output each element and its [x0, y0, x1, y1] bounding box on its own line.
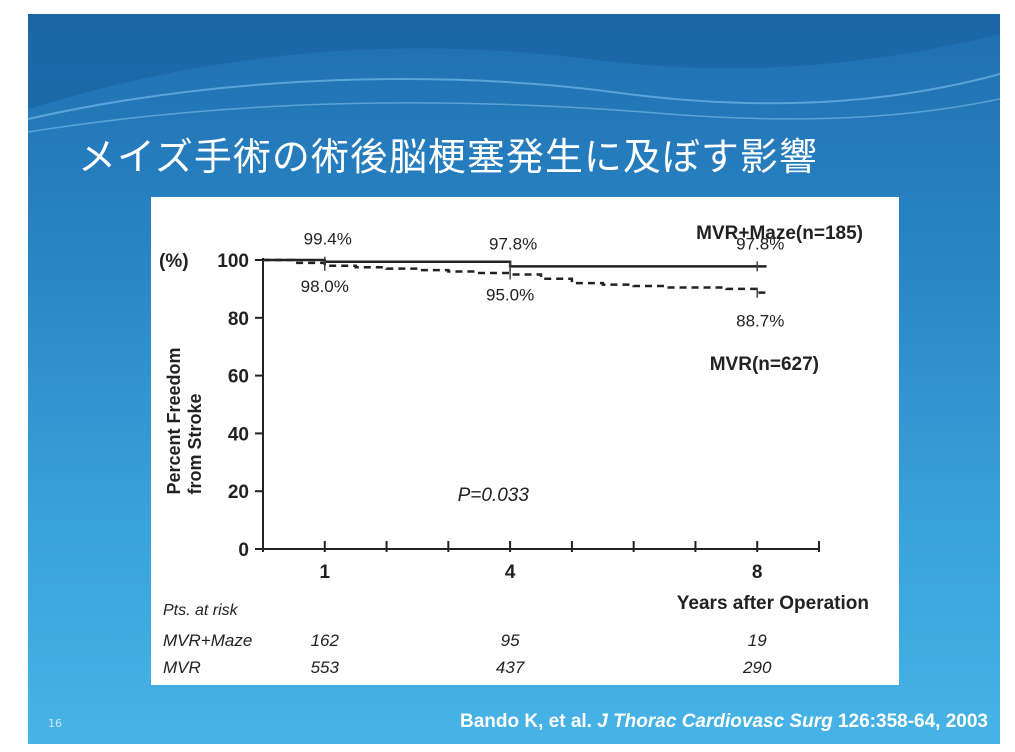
at-risk-row-label: MVR: [163, 658, 201, 677]
at-risk-value: 19: [748, 631, 767, 650]
y-tick-label: 40: [228, 424, 249, 445]
slide-number: 16: [48, 717, 62, 730]
legend-mvr: MVR(n=627): [710, 354, 819, 375]
y-tick-label: 100: [217, 251, 249, 272]
slide: メイズ手術の術後脳梗塞発生に及ぼす影響 0 20 40 60 80 100 (%) 1 4 8 Pe…: [28, 14, 1000, 744]
at-risk-value: 437: [496, 658, 525, 677]
data-label: 99.4%: [304, 230, 352, 249]
data-label: 88.7%: [736, 312, 784, 331]
at-risk-value: 290: [742, 658, 772, 677]
x-tick-label: 1: [319, 562, 330, 583]
at-risk-value: 162: [311, 631, 340, 650]
at-risk-value: 553: [311, 658, 340, 677]
chart-panel: 0 20 40 60 80 100 (%) 1 4 8 Percent Freedomfrom St…: [151, 197, 899, 685]
y-tick-label: 20: [228, 482, 249, 503]
y-axis-label-line: from Stroke: [185, 393, 205, 494]
data-label: 97.8%: [489, 234, 537, 253]
series-mvr-line: [263, 258, 767, 294]
y-unit-label: (%): [159, 251, 189, 272]
citation: Bando K, et al. J Thorac Cardiovasc Surg…: [460, 711, 988, 733]
at-risk-row-label: MVR+Maze: [163, 631, 252, 650]
chart: 0 20 40 60 80 100 (%) 1 4 8 Percent Freedomfrom St…: [159, 223, 869, 677]
citation-authors: Bando K, et al.: [459, 711, 592, 732]
y-axis-label: Percent Freedomfrom Stroke: [164, 347, 205, 494]
data-label: 98.0%: [301, 277, 349, 296]
x-tick-label: 4: [505, 562, 516, 583]
p-value-annotation: P=0.033: [458, 485, 530, 506]
slide-title: メイズ手術の術後脳梗塞発生に及ぼす影響: [78, 135, 818, 179]
data-label: 95.0%: [486, 285, 534, 304]
y-tick-label: 0: [238, 540, 249, 561]
legend-mvr-maze: MVR+Maze(n=185): [696, 223, 863, 244]
y-tick-label: 60: [228, 367, 249, 388]
at-risk-value: 95: [501, 631, 520, 650]
series-mvr-maze-line: [263, 258, 767, 268]
y-axis-label-line: Percent Freedom: [164, 347, 184, 494]
x-tick-label: 8: [752, 562, 763, 583]
at-risk-heading: Pts. at risk: [163, 602, 239, 619]
header-wave-decoration: [28, 14, 1000, 133]
citation-journal: J Thorac Cardiovasc Surg: [597, 711, 833, 732]
y-tick-label: 80: [228, 309, 249, 330]
data-label: 97.8%: [736, 234, 784, 253]
citation-reference: 126:358-64, 2003: [837, 711, 988, 732]
x-axis-label: Years after Operation: [677, 593, 869, 614]
